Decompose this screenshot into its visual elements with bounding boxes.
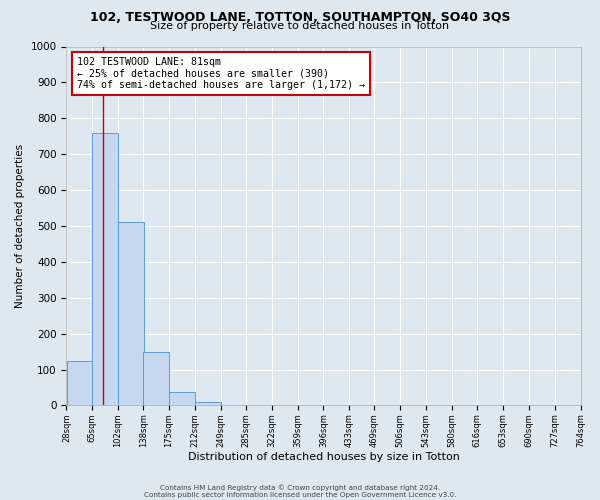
Text: Contains HM Land Registry data © Crown copyright and database right 2024.: Contains HM Land Registry data © Crown c… bbox=[160, 484, 440, 491]
Bar bbox=[195, 402, 221, 406]
Bar bbox=[67, 360, 92, 406]
Bar bbox=[92, 132, 118, 406]
Text: 102 TESTWOOD LANE: 81sqm
← 25% of detached houses are smaller (390)
74% of semi-: 102 TESTWOOD LANE: 81sqm ← 25% of detach… bbox=[77, 58, 365, 90]
Text: Contains public sector information licensed under the Open Government Licence v3: Contains public sector information licen… bbox=[144, 492, 456, 498]
X-axis label: Distribution of detached houses by size in Totton: Distribution of detached houses by size … bbox=[188, 452, 460, 462]
Bar bbox=[143, 352, 169, 406]
Text: Size of property relative to detached houses in Totton: Size of property relative to detached ho… bbox=[151, 21, 449, 31]
Bar bbox=[169, 392, 195, 406]
Y-axis label: Number of detached properties: Number of detached properties bbox=[15, 144, 25, 308]
Bar bbox=[118, 222, 144, 406]
Text: 102, TESTWOOD LANE, TOTTON, SOUTHAMPTON, SO40 3QS: 102, TESTWOOD LANE, TOTTON, SOUTHAMPTON,… bbox=[90, 11, 510, 24]
